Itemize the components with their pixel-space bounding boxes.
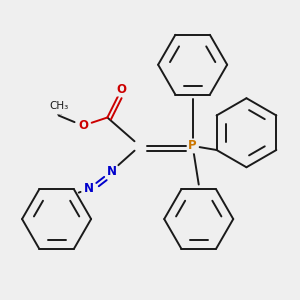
Text: O: O (117, 82, 127, 96)
Text: O: O (78, 119, 88, 132)
Text: N: N (84, 182, 94, 195)
Text: N: N (106, 165, 116, 178)
Text: CH₃: CH₃ (49, 101, 68, 111)
Text: P: P (188, 140, 197, 152)
Text: methoxy: methoxy (57, 114, 63, 116)
